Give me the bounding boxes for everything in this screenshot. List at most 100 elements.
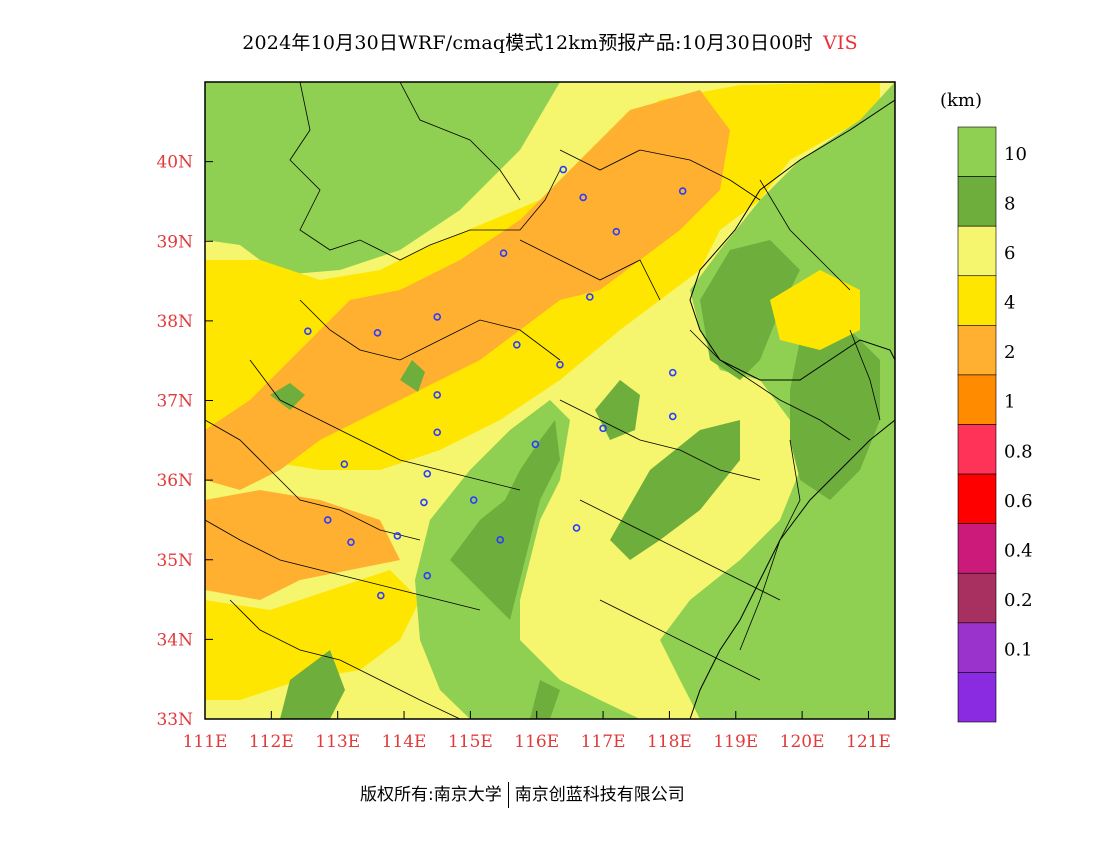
x-tick-label: 111E	[183, 732, 228, 752]
city-site-marker	[668, 412, 677, 421]
legend-swatch	[957, 374, 997, 425]
legend-label: 6	[1004, 243, 1015, 264]
legend-label: 10	[1004, 144, 1027, 165]
legend-swatch	[957, 672, 997, 723]
field-small-green-2	[400, 360, 425, 392]
x-tick-label: 117E	[581, 732, 626, 752]
legend-swatch	[957, 275, 997, 326]
copyright-text: 版权所有:南京大学	[360, 785, 502, 805]
city-site-marker	[513, 340, 521, 349]
city-site-marker	[423, 469, 432, 478]
y-axis-ticks: 40N 39N 38N 37N 36N 35N 34N 33N	[156, 153, 213, 730]
legend-label: 0.1	[1004, 640, 1033, 661]
legend-label: 0.4	[1004, 540, 1033, 561]
legend-swatch	[957, 424, 997, 475]
x-tick-label: 114E	[382, 732, 427, 752]
city-site-marker	[586, 293, 594, 301]
city-site-marker	[531, 440, 540, 449]
legend-label: 1	[1004, 392, 1015, 413]
title-text: 2024年10月30日WRF/cmaq模式12km预报产品:10月30日00时	[242, 32, 813, 54]
y-tick-label: 40N	[156, 153, 193, 173]
x-tick-label: 121E	[846, 732, 891, 752]
city-site-marker	[433, 391, 442, 399]
x-tick-label: 118E	[647, 732, 692, 752]
y-tick-label: 35N	[156, 551, 193, 571]
legend-unit: (km)	[940, 90, 983, 111]
city-site-marker	[499, 249, 508, 257]
y-tick-label: 39N	[156, 232, 193, 252]
x-tick-label: 113E	[315, 732, 360, 752]
city-site-marker	[469, 496, 478, 504]
city-site-marker	[377, 591, 385, 600]
city-site-marker	[433, 313, 442, 321]
y-tick-label: 33N	[156, 710, 193, 730]
x-tick-label: 115E	[448, 732, 493, 752]
footer-credits: 版权所有:南京大学 南京创蓝科技有限公司	[360, 780, 685, 808]
city-site-marker	[304, 327, 312, 336]
coastline	[689, 99, 895, 719]
city-site-marker	[678, 187, 687, 195]
city-site-marker	[347, 538, 355, 547]
y-tick-label: 36N	[156, 471, 193, 491]
legend-label: 0.6	[1004, 491, 1033, 512]
y-tick-label: 38N	[156, 312, 193, 332]
legend-swatch	[957, 473, 997, 524]
city-site-marker	[559, 165, 568, 174]
legend-label: 8	[1004, 193, 1015, 214]
legend-swatch	[957, 176, 997, 227]
field-sw-green	[280, 650, 345, 719]
company-text: 南京创蓝科技有限公司	[514, 785, 685, 805]
legend-swatch	[957, 126, 997, 177]
x-tick-label: 116E	[514, 732, 559, 752]
y-tick-label: 34N	[156, 630, 193, 650]
legend-swatch	[957, 572, 997, 624]
city-site-marker	[420, 498, 428, 507]
field-orange-south	[205, 490, 400, 600]
legend-label: 4	[1004, 293, 1015, 314]
city-site-marker	[433, 428, 442, 437]
city-site-marker	[496, 536, 505, 544]
legend-label: 0.2	[1004, 590, 1033, 611]
legend-swatch	[957, 523, 997, 574]
field-green-patch	[595, 380, 640, 440]
field-coast-dark-green-2	[790, 330, 880, 500]
y-tick-label: 37N	[156, 392, 193, 412]
field-north-green	[205, 82, 560, 275]
x-tick-label: 120E	[780, 732, 825, 752]
city-site-marker	[340, 460, 349, 469]
city-site-marker	[373, 329, 382, 337]
field-yellow-south	[205, 570, 420, 700]
city-site-marker	[612, 227, 621, 236]
city-sites	[304, 165, 687, 600]
field-green-diag	[610, 420, 740, 560]
footer-separator	[507, 782, 509, 808]
field-coast-dark-green	[700, 240, 800, 380]
variable-name: VIS	[822, 32, 858, 54]
city-site-marker	[668, 368, 677, 377]
legend-label: 0.8	[1004, 441, 1033, 462]
field-orange-band	[205, 90, 730, 490]
city-site-marker	[572, 524, 581, 532]
legend-swatch	[957, 622, 997, 673]
legend-label: 2	[1004, 342, 1015, 363]
city-site-marker	[423, 571, 432, 580]
x-axis-ticks: 111E 112E 113E 114E 115E 116E 117E 118E 119E 120E…	[183, 711, 891, 752]
page-title: 2024年10月30日WRF/cmaq模式12km预报产品:10月30日00时 V…	[0, 28, 1100, 55]
legend-swatch	[957, 325, 997, 376]
field-central-green	[415, 400, 640, 719]
city-site-marker	[579, 193, 587, 202]
x-tick-label: 119E	[713, 732, 758, 752]
city-site-marker	[393, 532, 402, 540]
field-central-dark-green	[450, 420, 560, 620]
legend-swatch	[957, 225, 997, 277]
field-sea-green	[660, 82, 895, 719]
field-bohai-yellow	[770, 270, 860, 350]
city-site-marker	[323, 516, 332, 524]
city-site-marker	[599, 424, 607, 433]
city-site-marker	[556, 360, 564, 369]
x-tick-label: 112E	[249, 732, 294, 752]
field-s-green	[530, 680, 560, 719]
color-legend: 10 8 6 4 2 1 0.8 0.6 0.4 0.2 0.1	[957, 126, 1033, 723]
visibility-field	[205, 82, 895, 719]
